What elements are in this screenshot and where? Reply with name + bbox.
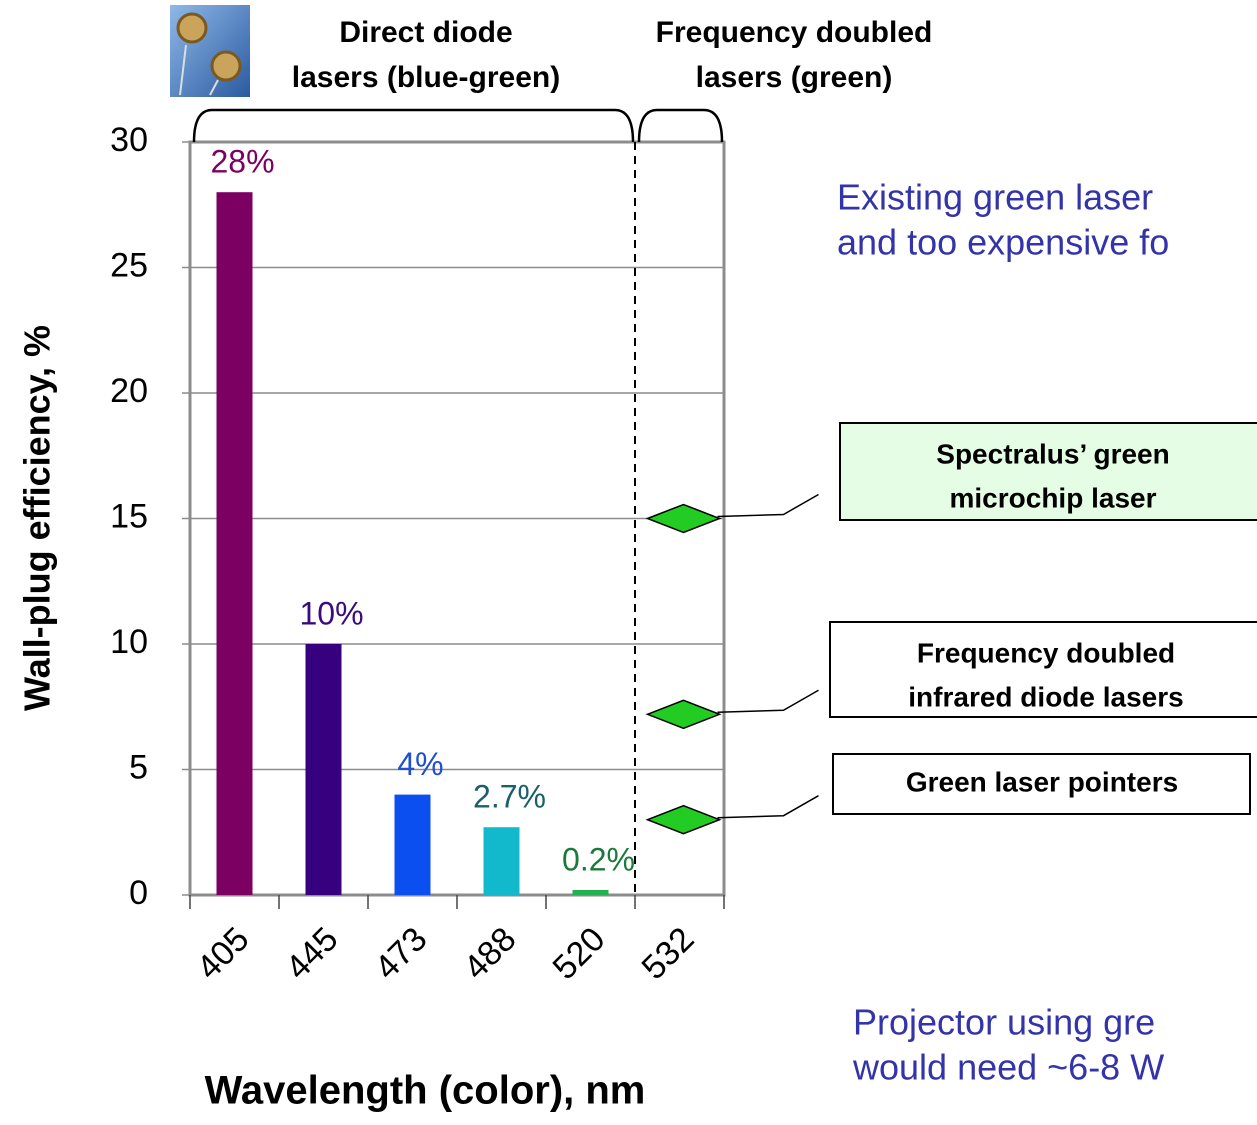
group-label: Direct diode (339, 16, 512, 49)
side-note: and too expensive fo (837, 222, 1169, 263)
x-tick-label: 473 (368, 920, 435, 987)
laser-icon (170, 5, 250, 97)
callout-connector (718, 796, 819, 818)
callout-label: Frequency doubled (917, 637, 1175, 668)
annotation-marker (648, 700, 720, 728)
y-tick-label: 10 (110, 623, 148, 661)
x-tick-label: 488 (457, 920, 524, 987)
x-tick-label: 532 (635, 920, 702, 987)
y-tick-label: 15 (110, 497, 148, 535)
callout-label: Spectralus’ green (936, 438, 1169, 469)
callout-connector (718, 495, 819, 517)
x-tick-label: 445 (279, 920, 346, 987)
y-tick-label: 20 (110, 372, 148, 410)
callout-label: Green laser pointers (906, 766, 1178, 797)
x-tick-label: 405 (190, 920, 257, 987)
side-note: Projector using gre (853, 1002, 1155, 1043)
x-tick-label: 520 (546, 920, 613, 987)
y-tick-label: 0 (129, 874, 148, 912)
y-tick-label: 5 (129, 748, 148, 786)
callout-label: infrared diode lasers (908, 681, 1183, 712)
value-label: 10% (299, 595, 363, 631)
callout-label: microchip laser (950, 482, 1157, 513)
group-bracket (194, 110, 633, 142)
value-label: 28% (210, 144, 274, 180)
y-tick-label: 25 (110, 246, 148, 284)
bar (306, 644, 342, 895)
annotation-marker (648, 505, 720, 533)
x-axis-title: Wavelength (color), nm (205, 1069, 646, 1113)
bar (217, 192, 253, 895)
y-axis-title: Wall-plug efficiency, % (17, 325, 58, 711)
value-label: 4% (397, 746, 443, 782)
bar (573, 890, 609, 895)
value-label: 0.2% (562, 841, 635, 877)
group-label: Frequency doubled (656, 16, 933, 49)
y-tick-label: 30 (110, 121, 148, 159)
group-bracket (639, 110, 722, 142)
group-label: lasers (blue-green) (292, 61, 560, 94)
side-note: would need ~6-8 W (852, 1047, 1164, 1088)
chart: Wall-plug efficiency, % Wavelength (colo… (0, 0, 1257, 1125)
callout-connector (718, 690, 819, 712)
group-label: lasers (green) (696, 61, 893, 94)
annotation-marker (648, 806, 720, 834)
bar (395, 795, 431, 895)
side-note: Existing green laser (837, 177, 1153, 218)
value-label: 2.7% (473, 779, 546, 815)
bar (484, 827, 520, 895)
page: Wall-plug efficiency, % Wavelength (colo… (0, 0, 1257, 1125)
